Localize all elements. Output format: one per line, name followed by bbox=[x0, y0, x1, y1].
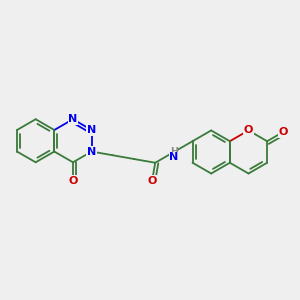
Text: N: N bbox=[68, 114, 78, 124]
Text: N: N bbox=[87, 146, 96, 157]
Text: H: H bbox=[170, 148, 178, 157]
Text: O: O bbox=[244, 125, 253, 135]
Text: O: O bbox=[68, 176, 78, 186]
Text: O: O bbox=[278, 127, 288, 137]
Text: N: N bbox=[87, 125, 96, 135]
Text: O: O bbox=[147, 176, 157, 186]
Text: N: N bbox=[169, 152, 178, 162]
